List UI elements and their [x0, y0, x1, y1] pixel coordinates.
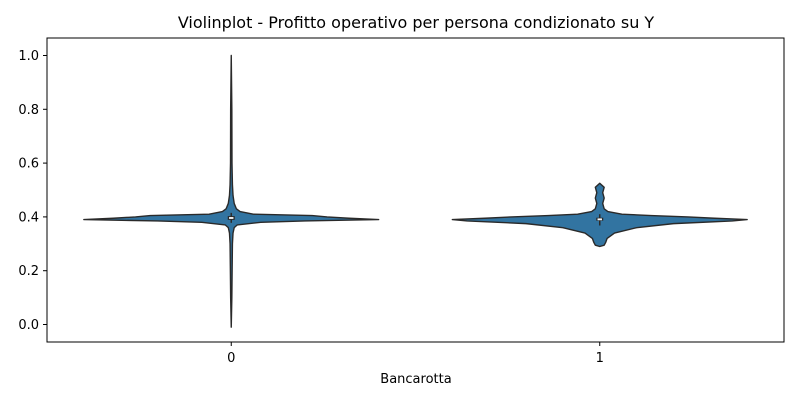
y-axis: 0.0 0.2 0.4 0.6 0.8 1.0 [18, 49, 47, 333]
y-tick-label: 0.4 [18, 210, 39, 225]
y-tick-label: 0.0 [18, 318, 39, 333]
x-tick-label: 0 [227, 351, 235, 366]
y-tick-label: 0.2 [18, 264, 39, 279]
x-tick-label: 1 [596, 351, 604, 366]
y-tick-label: 0.8 [18, 103, 39, 118]
violins-layer [83, 54, 748, 328]
x-axis-title: Bancarotta [380, 372, 451, 387]
chart-title: Violinplot - Profitto operativo per pers… [178, 13, 655, 32]
y-tick-label: 1.0 [18, 49, 39, 64]
y-tick-label: 0.6 [18, 157, 39, 172]
violin-0 [83, 54, 380, 328]
violin-1 [451, 182, 748, 248]
plot-frame [46, 37, 785, 343]
violin-body [83, 54, 380, 328]
